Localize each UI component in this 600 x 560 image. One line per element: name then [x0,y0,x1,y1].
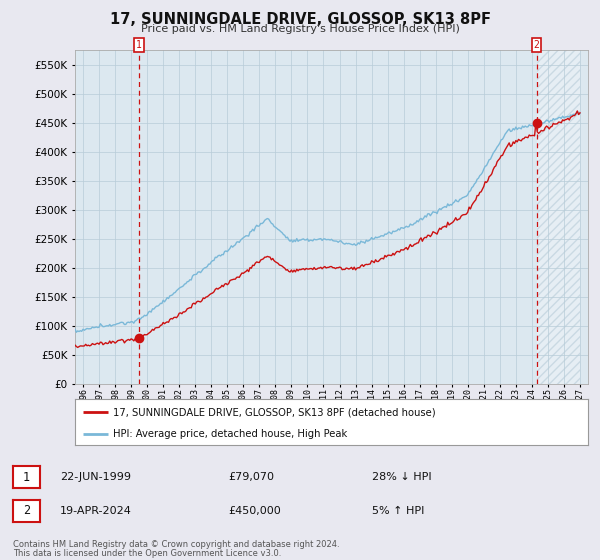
Text: 1: 1 [136,40,142,50]
Text: 17, SUNNINGDALE DRIVE, GLOSSOP, SK13 8PF: 17, SUNNINGDALE DRIVE, GLOSSOP, SK13 8PF [110,12,491,27]
Text: 1: 1 [23,470,30,484]
Text: £79,070: £79,070 [228,472,274,482]
Text: 17, SUNNINGDALE DRIVE, GLOSSOP, SK13 8PF (detached house): 17, SUNNINGDALE DRIVE, GLOSSOP, SK13 8PF… [113,407,436,417]
Text: 5% ↑ HPI: 5% ↑ HPI [372,506,424,516]
Text: This data is licensed under the Open Government Licence v3.0.: This data is licensed under the Open Gov… [13,549,281,558]
Text: 28% ↓ HPI: 28% ↓ HPI [372,472,431,482]
Text: Price paid vs. HM Land Registry's House Price Index (HPI): Price paid vs. HM Land Registry's House … [140,24,460,34]
Text: Contains HM Land Registry data © Crown copyright and database right 2024.: Contains HM Land Registry data © Crown c… [13,540,340,549]
Text: 2: 2 [23,504,30,517]
Text: HPI: Average price, detached house, High Peak: HPI: Average price, detached house, High… [113,429,348,438]
Text: 2: 2 [533,40,539,50]
Text: 19-APR-2024: 19-APR-2024 [60,506,132,516]
Text: £450,000: £450,000 [228,506,281,516]
Text: 22-JUN-1999: 22-JUN-1999 [60,472,131,482]
